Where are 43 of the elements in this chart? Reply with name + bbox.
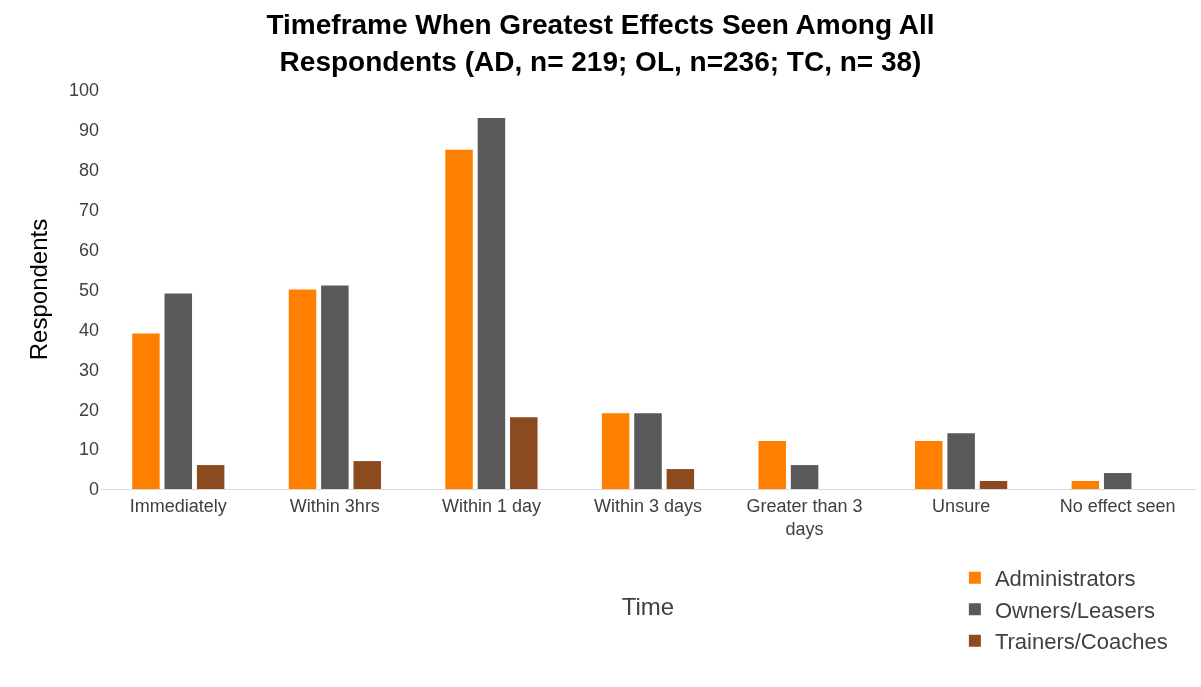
bar	[1071, 481, 1100, 489]
y-tick-label: 40	[78, 319, 99, 340]
bar	[353, 461, 381, 489]
y-tick-label: 100	[68, 80, 99, 101]
y-tick-label: 90	[78, 120, 99, 141]
x-tick-label: No effect seen	[1059, 495, 1176, 516]
x-tick-label: Within 1 day	[441, 495, 541, 516]
bar	[510, 417, 538, 489]
y-tick-label: 70	[78, 200, 99, 220]
legend-label: Trainers/Coaches	[994, 629, 1168, 655]
bar	[132, 333, 160, 489]
x-tick-label: Within 3hrs	[289, 495, 380, 516]
bar	[666, 469, 695, 489]
bar	[288, 289, 317, 489]
bar	[321, 285, 349, 489]
y-tick-label: 60	[78, 239, 99, 260]
bar	[445, 149, 473, 489]
chart-title: Timeframe When Greatest Effects Seen Among All Respondents (AD, n= 219; OL, n=236; TC, n= 38)	[266, 9, 935, 77]
y-tick-label: 20	[78, 399, 99, 420]
y-tick-label: 50	[78, 279, 99, 300]
bar	[915, 441, 943, 489]
x-tick-label: Immediately	[129, 495, 227, 516]
bar	[758, 441, 786, 489]
legend-label: Owners/Leasers	[994, 597, 1156, 623]
bar	[634, 413, 662, 489]
y-axis-title: Respondents	[25, 218, 53, 361]
y-tick-label: 10	[78, 439, 99, 460]
legend-label: Administrators	[994, 566, 1136, 592]
bar	[979, 481, 1008, 489]
x-axis-title: Time	[621, 593, 675, 621]
bar	[947, 433, 975, 489]
bar	[790, 465, 819, 489]
bar	[601, 413, 630, 489]
x-tick-label: Within 3 days	[593, 495, 703, 516]
bar	[477, 117, 506, 489]
bar	[196, 465, 225, 489]
bar	[1103, 473, 1132, 489]
bar	[164, 293, 193, 489]
y-tick-label: 80	[78, 160, 99, 181]
y-tick-label: 0	[88, 479, 99, 500]
x-tick-label: Greater than 3 days	[746, 495, 863, 539]
y-tick-label: 30	[78, 359, 99, 380]
x-tick-label: Unsure	[932, 495, 991, 516]
